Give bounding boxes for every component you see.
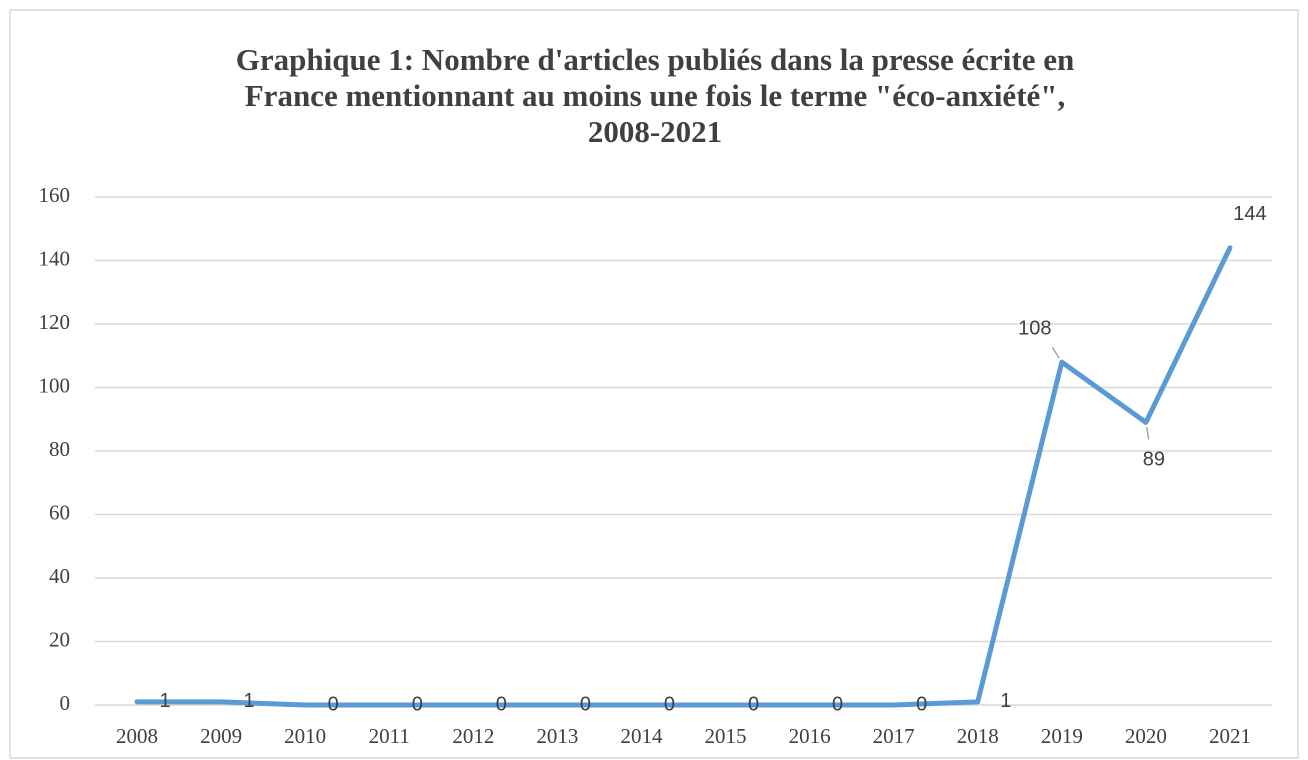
data-label: 0 xyxy=(748,693,759,715)
data-line xyxy=(134,245,1233,708)
x-tick-label: 2021 xyxy=(1209,724,1251,748)
x-tick-label: 2018 xyxy=(957,724,999,748)
data-label: 1 xyxy=(244,690,255,712)
data-label: 0 xyxy=(916,693,927,715)
x-tick-label: 2019 xyxy=(1041,724,1083,748)
data-label: 0 xyxy=(328,693,339,715)
data-label: 144 xyxy=(1233,203,1266,225)
data-label: 0 xyxy=(832,693,843,715)
data-label: 0 xyxy=(496,693,507,715)
leader-line xyxy=(1145,426,1150,440)
x-tick-label: 2014 xyxy=(620,724,663,748)
y-tick-label: 40 xyxy=(49,564,70,588)
chart-title: 2008-2021 xyxy=(588,114,722,149)
y-tick-label: 0 xyxy=(60,691,71,715)
chart-border xyxy=(9,9,1299,759)
y-tick-label: 100 xyxy=(39,373,71,397)
data-label: 1 xyxy=(159,690,170,712)
x-tick-label: 2017 xyxy=(873,724,915,748)
y-tick-label: 140 xyxy=(39,246,71,270)
x-tick-label: 2015 xyxy=(705,724,747,748)
x-tick-label: 2012 xyxy=(452,724,494,748)
x-tick-label: 2013 xyxy=(536,724,578,748)
data-label: 0 xyxy=(664,693,675,715)
y-tick-label: 80 xyxy=(49,437,70,461)
data-label: 89 xyxy=(1143,449,1165,471)
data-label: 0 xyxy=(412,693,423,715)
data-label: 1 xyxy=(1000,690,1011,712)
x-tick-label: 2020 xyxy=(1125,724,1167,748)
x-tick-label: 2010 xyxy=(284,724,326,748)
chart-title: France mentionnant au moins une fois le … xyxy=(245,78,1066,113)
y-tick-label: 20 xyxy=(49,627,70,651)
y-tick-label: 120 xyxy=(39,310,71,334)
data-label: 0 xyxy=(580,693,591,715)
x-tick-label: 2011 xyxy=(369,724,410,748)
y-tick-label: 60 xyxy=(49,500,70,524)
x-tick-label: 2008 xyxy=(116,724,158,748)
chart-title: Graphique 1: Nombre d'articles publiés d… xyxy=(236,42,1074,77)
x-tick-label: 2009 xyxy=(200,724,242,748)
x-tick-label: 2016 xyxy=(789,724,831,748)
data-label: 108 xyxy=(1018,317,1051,339)
y-tick-label: 160 xyxy=(39,183,71,207)
leader-line xyxy=(1051,346,1060,359)
